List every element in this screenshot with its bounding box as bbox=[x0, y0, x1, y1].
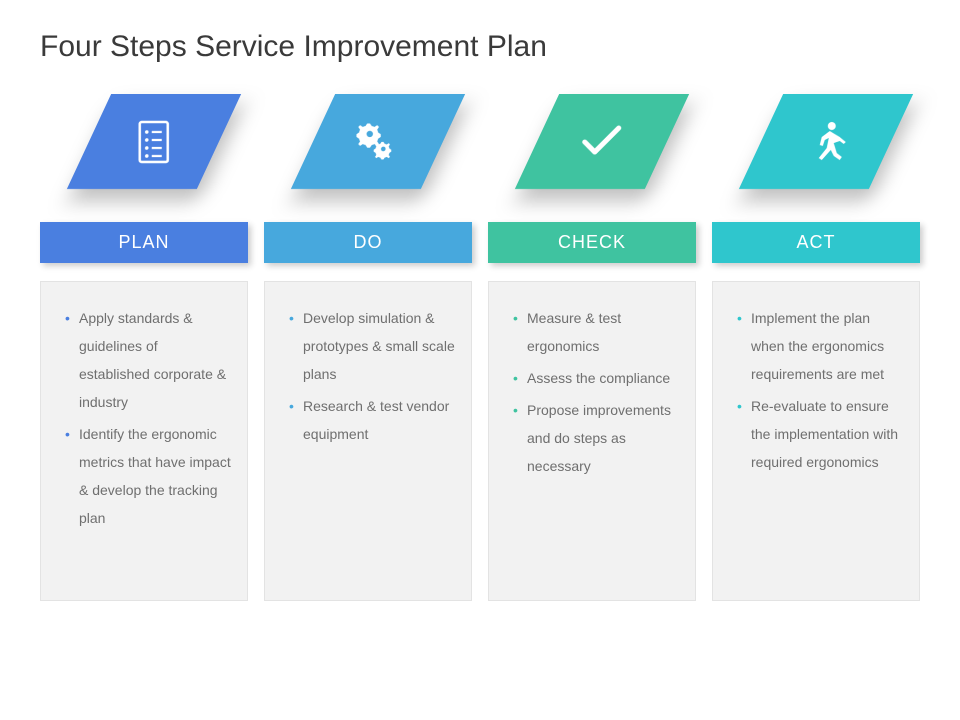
rhombus-shape-check bbox=[515, 94, 689, 189]
label-bar-act: ACT bbox=[712, 222, 920, 263]
bullet: Re-evaluate to ensure the implementation… bbox=[737, 392, 903, 476]
bullet: Identify the ergonomic metrics that have… bbox=[65, 420, 231, 532]
step-act: ACT Implement the plan when the ergonomi… bbox=[712, 94, 920, 601]
clipboard-list-icon bbox=[134, 119, 174, 165]
checkmark-icon bbox=[577, 122, 627, 162]
rhombus-shape-plan bbox=[67, 94, 241, 189]
running-person-icon bbox=[806, 119, 846, 165]
bullet: Research & test vendor equipment bbox=[289, 392, 455, 448]
label-bar-plan: PLAN bbox=[40, 222, 248, 263]
desc-box-do: Develop simulation & prototypes & small … bbox=[264, 281, 472, 601]
bullet: Develop simulation & prototypes & small … bbox=[289, 304, 455, 388]
bullet: Implement the plan when the ergonomics r… bbox=[737, 304, 903, 388]
rhombus-act bbox=[751, 94, 901, 204]
bullet: Propose improvements and do steps as nec… bbox=[513, 396, 679, 480]
rhombus-do bbox=[303, 94, 453, 204]
slide: Four Steps Service Improvement Plan bbox=[0, 0, 960, 720]
bullet: Measure & test ergonomics bbox=[513, 304, 679, 360]
desc-box-plan: Apply standards & guidelines of establis… bbox=[40, 281, 248, 601]
slide-title: Four Steps Service Improvement Plan bbox=[40, 30, 920, 64]
desc-box-check: Measure & test ergonomics Assess the com… bbox=[488, 281, 696, 601]
step-plan: PLAN Apply standards & guidelines of est… bbox=[40, 94, 248, 601]
steps-row: PLAN Apply standards & guidelines of est… bbox=[40, 94, 920, 601]
step-do: DO Develop simulation & prototypes & sma… bbox=[264, 94, 472, 601]
rhombus-shape-do bbox=[291, 94, 465, 189]
rhombus-shape-act bbox=[739, 94, 913, 189]
step-check: CHECK Measure & test ergonomics Assess t… bbox=[488, 94, 696, 601]
desc-box-act: Implement the plan when the ergonomics r… bbox=[712, 281, 920, 601]
label-bar-do: DO bbox=[264, 222, 472, 263]
label-bar-check: CHECK bbox=[488, 222, 696, 263]
bullet: Assess the compliance bbox=[513, 364, 679, 392]
bullet: Apply standards & guidelines of establis… bbox=[65, 304, 231, 416]
rhombus-check bbox=[527, 94, 677, 204]
gears-icon bbox=[356, 120, 400, 164]
rhombus-plan bbox=[79, 94, 229, 204]
